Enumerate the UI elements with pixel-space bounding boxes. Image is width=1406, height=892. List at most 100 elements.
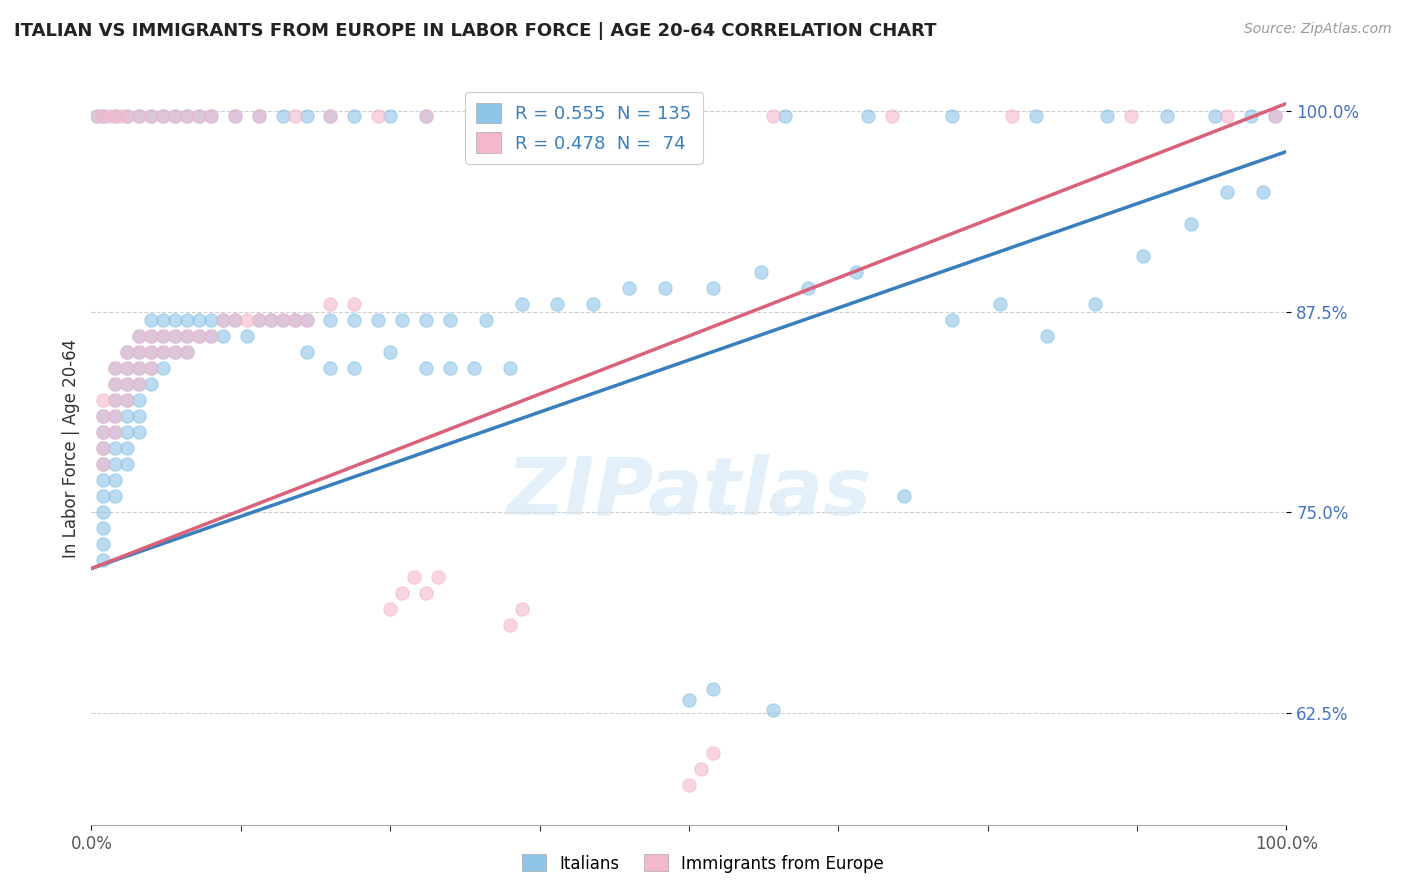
Point — [510, 297, 533, 311]
Point — [141, 345, 162, 359]
Point — [98, 109, 121, 123]
Point — [93, 457, 114, 471]
Point — [391, 313, 413, 327]
Point — [941, 313, 963, 327]
Point — [104, 457, 127, 471]
Point — [343, 361, 366, 376]
Point — [141, 345, 162, 359]
Point — [259, 313, 281, 327]
Point — [319, 313, 342, 327]
Legend: Italians, Immigrants from Europe: Italians, Immigrants from Europe — [516, 847, 890, 880]
Point — [319, 109, 342, 123]
Point — [224, 313, 246, 327]
Point — [259, 313, 281, 327]
Point — [319, 297, 342, 311]
Point — [271, 313, 294, 327]
Point — [510, 109, 533, 123]
Point — [152, 329, 174, 343]
Point — [115, 377, 138, 392]
Point — [104, 377, 127, 392]
Point — [224, 313, 246, 327]
Point — [224, 109, 246, 123]
Point — [104, 109, 127, 123]
Point — [128, 345, 150, 359]
Point — [1180, 217, 1202, 231]
Point — [104, 361, 127, 376]
Point — [104, 393, 127, 408]
Y-axis label: In Labor Force | Age 20-64: In Labor Force | Age 20-64 — [62, 339, 80, 558]
Point — [845, 265, 868, 279]
Point — [1264, 109, 1286, 123]
Point — [415, 313, 437, 327]
Point — [93, 109, 114, 123]
Point — [474, 313, 498, 327]
Point — [176, 329, 198, 343]
Point — [152, 109, 174, 123]
Text: ZIPatlas: ZIPatlas — [506, 454, 872, 533]
Point — [163, 345, 186, 359]
Point — [343, 109, 366, 123]
Point — [271, 109, 294, 123]
Point — [941, 109, 963, 123]
Point — [104, 441, 127, 455]
Point — [115, 409, 138, 424]
Point — [115, 377, 138, 392]
Point — [474, 109, 498, 123]
Point — [1204, 109, 1226, 123]
Point — [343, 313, 366, 327]
Point — [235, 313, 259, 327]
Point — [163, 329, 186, 343]
Point — [128, 109, 150, 123]
Point — [404, 569, 426, 583]
Point — [104, 425, 127, 440]
Point — [187, 109, 211, 123]
Text: Source: ZipAtlas.com: Source: ZipAtlas.com — [1244, 22, 1392, 37]
Point — [1001, 109, 1024, 123]
Point — [110, 109, 132, 123]
Point — [141, 329, 162, 343]
Point — [141, 109, 162, 123]
Point — [235, 329, 259, 343]
Point — [761, 703, 783, 717]
Point — [271, 313, 294, 327]
Point — [702, 681, 724, 696]
Point — [141, 329, 162, 343]
Point — [152, 109, 174, 123]
Point — [152, 361, 174, 376]
Point — [200, 109, 222, 123]
Point — [176, 109, 198, 123]
Point — [893, 489, 915, 503]
Point — [547, 297, 569, 311]
Point — [797, 281, 820, 295]
Point — [128, 361, 150, 376]
Point — [200, 329, 222, 343]
Point — [93, 521, 114, 535]
Point — [988, 297, 1011, 311]
Point — [1215, 109, 1237, 123]
Point — [176, 345, 198, 359]
Point — [128, 425, 150, 440]
Point — [211, 313, 233, 327]
Point — [247, 109, 270, 123]
Point — [104, 409, 127, 424]
Point — [211, 329, 233, 343]
Point — [163, 313, 186, 327]
Point — [415, 585, 437, 599]
Point — [367, 313, 389, 327]
Point — [163, 329, 186, 343]
Point — [93, 109, 114, 123]
Point — [104, 425, 127, 440]
Point — [378, 109, 402, 123]
Point — [1024, 109, 1046, 123]
Point — [104, 473, 127, 487]
Point — [415, 109, 437, 123]
Point — [880, 109, 904, 123]
Point — [115, 345, 138, 359]
Point — [426, 569, 449, 583]
Point — [128, 393, 150, 408]
Point — [128, 109, 150, 123]
Point — [115, 393, 138, 408]
Point — [247, 109, 270, 123]
Point — [391, 585, 413, 599]
Point — [1264, 109, 1286, 123]
